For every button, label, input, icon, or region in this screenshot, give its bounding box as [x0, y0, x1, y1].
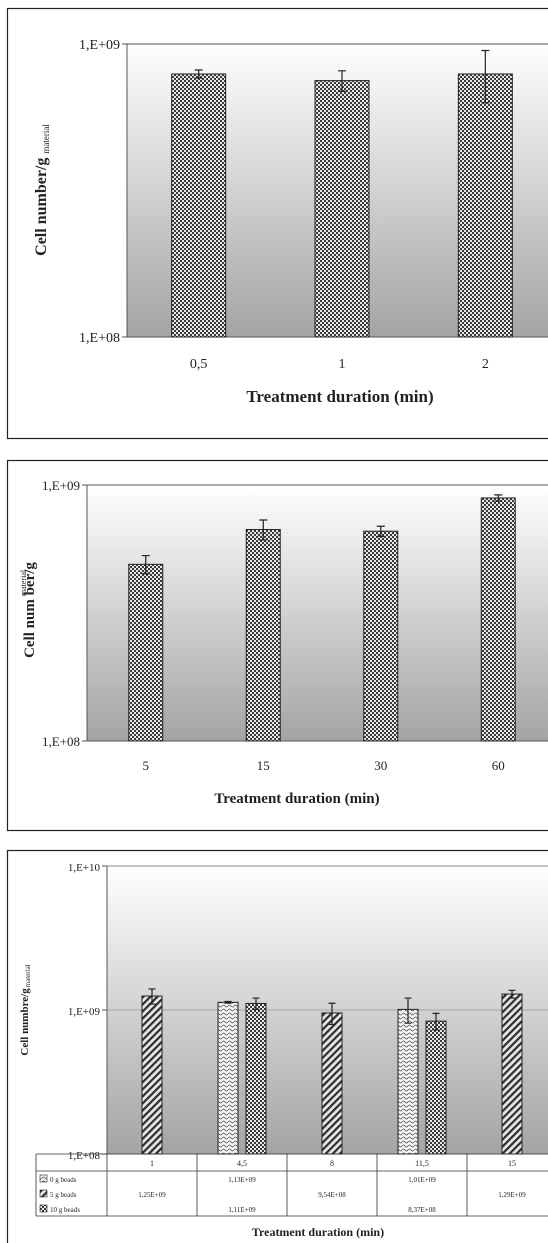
panel-1-xtick-label: 0,5 [190, 357, 208, 372]
panel-1-bar [171, 73, 227, 338]
panel-2-xtick-label: 5 [143, 758, 150, 773]
panel-3-data-label: 8,37E+08 [408, 1206, 436, 1214]
panel-3-y-axis-title-sub: material [24, 964, 32, 987]
panel-3-error-bar [432, 1012, 440, 1031]
panel-3-bar [397, 1008, 419, 1155]
panel-1-error-bar [338, 70, 346, 92]
chart-panel-1: 1,E+08 1,E+09 0,5 1 2 Treatment duration (m… [6, 7, 548, 440]
panel-3-ytick-label: 1,E+09 [68, 1006, 101, 1018]
panel-3-bar [141, 995, 163, 1155]
panel-3-error-bar [148, 988, 156, 1005]
panel-1-x-axis-title: Treatment duration (min) [246, 387, 433, 406]
panel-2-xtick-label: 30 [374, 758, 387, 773]
legend-entry: 5 g beads [50, 1191, 77, 1199]
panel-3-xtick-label: 15 [508, 1159, 516, 1168]
panel-2-ytick-label: 1,E+08 [42, 734, 80, 749]
panel-2-error-bar [376, 525, 385, 537]
panel-1-error-bar [481, 49, 490, 104]
panel-2-y-axis-title: Cell num ber/gmaterial [19, 562, 38, 658]
legend-swatch [39, 1174, 48, 1183]
panel-2-error-bar [141, 554, 150, 575]
panel-3-xtick-label: 8 [330, 1159, 334, 1168]
panel-2-error-bar [494, 494, 503, 502]
panel-3-error-bar [404, 997, 412, 1024]
panel-3-data-label: 9,54E+08 [318, 1191, 346, 1199]
panel-1-ytick-label: 1,E+08 [79, 331, 120, 346]
panel-3-data-label: 1,01E+09 [408, 1176, 436, 1184]
panel-1-y-axis-title-sub: material [41, 124, 51, 154]
panel-2-bar [480, 497, 516, 742]
panel-3-bar [425, 1020, 447, 1155]
panel-3-ytick-label: 1,E+10 [68, 862, 101, 874]
panel-1-bar [314, 80, 370, 338]
panel-3-data-label: 1,29E+09 [498, 1191, 526, 1199]
panel-2-plot-background [87, 485, 548, 741]
panel-2-error-bar [259, 519, 268, 541]
panel-3-data-label: 1,11E+09 [228, 1206, 256, 1214]
legend-swatch [39, 1189, 48, 1198]
panel-3-bar [321, 1012, 343, 1155]
panel-1-ytick-label: 1,E+09 [79, 38, 120, 53]
panel-1-y-axis-title: Cell number/g material [33, 124, 51, 256]
panel-2-x-axis-title: Treatment duration (min) [214, 791, 379, 807]
panel-2-xtick-label: 15 [257, 758, 270, 773]
legend-swatch [39, 1204, 48, 1213]
panel-1-xtick-label: 2 [482, 357, 489, 372]
panel-3-data-label: 1,25E+09 [138, 1191, 166, 1199]
panel-3-y-axis-title: Cell numbre/gmaterial [19, 964, 32, 1055]
panel-1-error-bar [194, 69, 203, 79]
panel-2-y-axis-title-sub: material [19, 569, 28, 596]
panel-3-bar [217, 1001, 239, 1155]
panel-3-error-bar [224, 1000, 232, 1004]
chart-panel-2: 1,E+08 1,E+09 5 15 30 60 Treatment duration … [6, 459, 548, 832]
panel-2-bar [128, 563, 164, 742]
panel-2-bar [363, 530, 399, 742]
legend-entry: 0 g beads [50, 1176, 77, 1184]
panel-2-bar [245, 529, 281, 742]
panel-3-xtick-label: 1 [150, 1159, 154, 1168]
chart-panel-3: 1,E+08 1,E+09 1,E+10 1 4,5 8 11,5 15 0 g beads 1… [6, 849, 548, 1243]
panel-3-x-axis-title: Treatment duration (min) [252, 1225, 384, 1239]
panel-2-y-axis-title-main: Cell num ber/g [22, 562, 38, 658]
panel-3-error-bar [328, 1002, 336, 1026]
panel-3-error-bar [252, 997, 260, 1010]
panel-2-ytick-label: 1,E+09 [42, 478, 80, 493]
panel-3-y-axis-title-main: Cell numbre/g [19, 988, 31, 1056]
panel-3-xtick-label: 4,5 [237, 1159, 247, 1168]
panel-3-ytick-label: 1,E+08 [68, 1150, 101, 1162]
panel-3-bar [245, 1002, 267, 1155]
panel-1-bar [457, 73, 513, 338]
panel-3-table-grid [35, 1153, 548, 1217]
panel-2-xtick-label: 60 [492, 758, 505, 773]
panel-3-bar [501, 993, 523, 1155]
panel-1-xtick-label: 1 [339, 357, 346, 372]
panel-3-data-label: 1,13E+09 [228, 1176, 256, 1184]
legend-entry: 10 g beads [50, 1206, 80, 1214]
panel-1-y-axis-title-main: Cell number/g [33, 158, 50, 256]
panel-3-error-bar [508, 989, 516, 999]
panel-3-xtick-label: 11,5 [415, 1159, 429, 1168]
